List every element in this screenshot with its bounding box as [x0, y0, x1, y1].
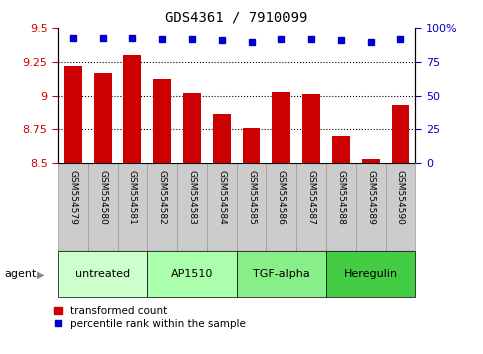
Bar	[153, 79, 171, 163]
Text: GSM554584: GSM554584	[217, 170, 226, 225]
Bar	[94, 73, 112, 163]
Bar	[356, 163, 385, 251]
Text: GSM554589: GSM554589	[366, 170, 375, 225]
Bar	[326, 163, 356, 251]
Bar	[177, 163, 207, 251]
Bar	[237, 251, 326, 297]
Text: GSM554579: GSM554579	[69, 170, 77, 225]
Bar	[183, 93, 201, 163]
Bar	[302, 94, 320, 163]
Text: GSM554587: GSM554587	[307, 170, 315, 225]
Bar	[147, 163, 177, 251]
Bar	[58, 251, 147, 297]
Text: GSM554586: GSM554586	[277, 170, 286, 225]
Bar	[272, 92, 290, 163]
Text: untreated: untreated	[75, 269, 130, 279]
Bar	[326, 251, 415, 297]
Text: TGF-alpha: TGF-alpha	[253, 269, 310, 279]
Bar	[117, 163, 147, 251]
Bar	[237, 163, 267, 251]
Bar	[64, 66, 82, 163]
Text: GSM554585: GSM554585	[247, 170, 256, 225]
Bar	[362, 159, 380, 163]
Bar	[88, 163, 117, 251]
Bar	[267, 163, 296, 251]
Bar	[385, 163, 415, 251]
Bar	[124, 55, 142, 163]
Text: Heregulin: Heregulin	[343, 269, 398, 279]
Bar	[296, 163, 326, 251]
Text: GSM554582: GSM554582	[158, 170, 167, 225]
Bar	[332, 136, 350, 163]
Text: GSM554583: GSM554583	[187, 170, 197, 225]
Text: agent: agent	[5, 269, 37, 279]
Bar	[147, 251, 237, 297]
Text: GSM554590: GSM554590	[396, 170, 405, 225]
Bar	[242, 128, 260, 163]
Bar	[213, 114, 231, 163]
Text: AP1510: AP1510	[171, 269, 213, 279]
Bar	[58, 163, 88, 251]
Bar	[207, 163, 237, 251]
Text: GDS4361 / 7910099: GDS4361 / 7910099	[166, 11, 308, 25]
Legend: transformed count, percentile rank within the sample: transformed count, percentile rank withi…	[54, 306, 246, 329]
Text: GSM554580: GSM554580	[98, 170, 107, 225]
Text: ▶: ▶	[37, 269, 45, 279]
Bar	[392, 105, 410, 163]
Text: GSM554581: GSM554581	[128, 170, 137, 225]
Text: GSM554588: GSM554588	[337, 170, 345, 225]
